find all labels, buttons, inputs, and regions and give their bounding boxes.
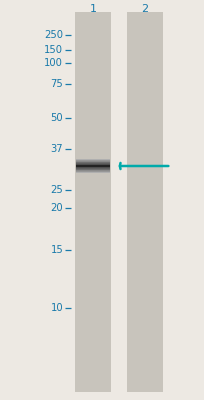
Text: 1: 1 [89, 4, 96, 14]
Bar [75, 167, 109, 168]
Text: 250: 250 [44, 30, 63, 40]
Text: 20: 20 [50, 202, 63, 213]
Text: 10: 10 [50, 303, 63, 313]
Text: 15: 15 [50, 245, 63, 256]
Bar [75, 166, 109, 167]
Bar [75, 170, 109, 171]
Bar [74, 12, 110, 392]
Bar [75, 160, 109, 161]
Bar [75, 171, 109, 172]
Bar [75, 159, 109, 160]
Bar [75, 164, 109, 165]
Bar [75, 165, 109, 166]
Text: 50: 50 [50, 113, 63, 123]
Bar [75, 162, 109, 163]
Text: 2: 2 [141, 4, 148, 14]
Bar [126, 12, 162, 392]
Text: 37: 37 [50, 144, 63, 154]
Bar [75, 169, 109, 170]
Text: 150: 150 [44, 45, 63, 55]
Text: 75: 75 [50, 79, 63, 89]
Bar [75, 163, 109, 164]
Text: 25: 25 [50, 185, 63, 194]
Text: 100: 100 [44, 58, 63, 68]
Bar [75, 161, 109, 162]
Bar [75, 168, 109, 169]
Bar [75, 172, 109, 173]
